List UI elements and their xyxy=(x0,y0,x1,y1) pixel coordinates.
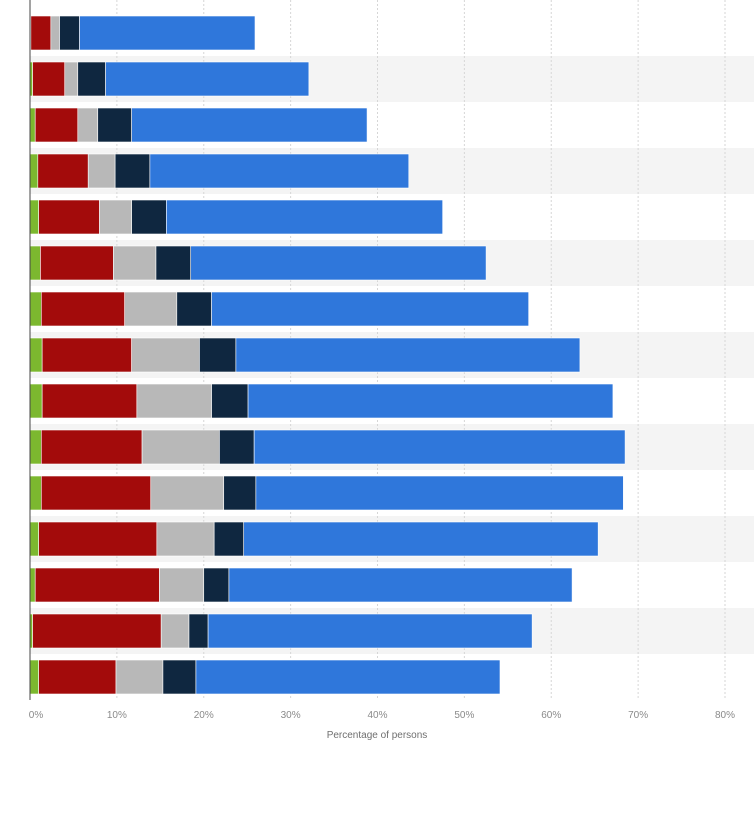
bar-segment xyxy=(38,659,117,695)
bars xyxy=(29,15,626,695)
bar-segment xyxy=(131,199,167,235)
bar-segment xyxy=(32,61,66,97)
bar-segment xyxy=(37,153,89,189)
bar-segment xyxy=(34,107,79,143)
bar-segment xyxy=(131,337,200,373)
bar-segment xyxy=(166,199,443,235)
x-tick-label: 50% xyxy=(454,710,474,721)
bar-segment xyxy=(203,567,230,603)
bar-segment xyxy=(79,15,256,51)
bar-segment xyxy=(64,61,79,97)
bar-segment xyxy=(87,153,116,189)
x-tick-label: 20% xyxy=(194,710,214,721)
bar-segment xyxy=(150,475,225,511)
bar-segment xyxy=(29,291,42,327)
bar-segment xyxy=(114,153,151,189)
x-tick-label: 80% xyxy=(715,710,735,721)
bar-segment xyxy=(195,659,501,695)
bar-segment xyxy=(124,291,178,327)
bar-segment xyxy=(160,613,190,649)
bar-segment xyxy=(29,475,42,511)
bar-segment xyxy=(38,199,100,235)
bar-segment xyxy=(159,567,205,603)
bar-segment xyxy=(77,107,99,143)
bar-segment xyxy=(213,521,245,557)
bar-segment xyxy=(149,153,410,189)
x-axis-title: Percentage of persons xyxy=(327,730,428,741)
bar-segment xyxy=(207,613,533,649)
bar-segment xyxy=(29,429,42,465)
bar-segment xyxy=(199,337,237,373)
bar-segment xyxy=(162,659,197,695)
bar-segment xyxy=(40,291,125,327)
bar-segment xyxy=(190,245,487,281)
bar-segment xyxy=(211,383,249,419)
bar-segment xyxy=(34,567,160,603)
bar-segment xyxy=(29,245,41,281)
bar-segment xyxy=(243,521,599,557)
bar-segment xyxy=(115,659,164,695)
x-axis: 0% 10% 20% 30% 40% 50% 60% 70% 80% xyxy=(29,0,735,721)
bar-segment xyxy=(141,429,220,465)
bar-segment xyxy=(131,107,368,143)
bar-segment xyxy=(32,613,162,649)
bar-segment xyxy=(188,613,209,649)
bar-segment xyxy=(219,429,255,465)
bar-segment xyxy=(211,291,529,327)
bar-segment xyxy=(105,61,310,97)
bar-segment xyxy=(113,245,157,281)
x-tick-label: 60% xyxy=(541,710,561,721)
bar-segment xyxy=(228,567,573,603)
bar-segment xyxy=(40,475,152,511)
bar-segment xyxy=(29,567,36,603)
x-tick-label: 0% xyxy=(29,710,44,721)
bar-segment xyxy=(29,659,39,695)
bar-segment xyxy=(155,245,192,281)
bar-segment xyxy=(253,429,626,465)
bar-segment xyxy=(156,521,215,557)
x-tick-label: 70% xyxy=(628,710,648,721)
bar-segment xyxy=(97,107,132,143)
bar-segment xyxy=(247,383,614,419)
bar-segment xyxy=(235,337,581,373)
bar-segment xyxy=(41,337,132,373)
x-tick-label: 40% xyxy=(367,710,387,721)
bar-segment xyxy=(29,107,36,143)
bar-segment xyxy=(29,199,39,235)
bar-segment xyxy=(40,245,114,281)
bar-segment xyxy=(50,15,60,51)
bar-segment xyxy=(59,15,80,51)
bar-segment xyxy=(40,429,143,465)
bar-segment xyxy=(29,337,43,373)
bar-segment xyxy=(29,153,39,189)
bar-segment xyxy=(136,383,212,419)
bar-segment xyxy=(77,61,106,97)
x-tick-label: 10% xyxy=(107,710,127,721)
bar-segment xyxy=(223,475,257,511)
x-tick-label: 30% xyxy=(281,710,301,721)
bar-segment xyxy=(29,383,43,419)
bar-segment xyxy=(41,383,138,419)
bar-segment xyxy=(99,199,132,235)
bar-segment xyxy=(29,521,39,557)
bar-segment xyxy=(30,15,52,51)
bar-segment xyxy=(255,475,624,511)
bar-segment xyxy=(38,521,158,557)
bar-segment xyxy=(176,291,212,327)
